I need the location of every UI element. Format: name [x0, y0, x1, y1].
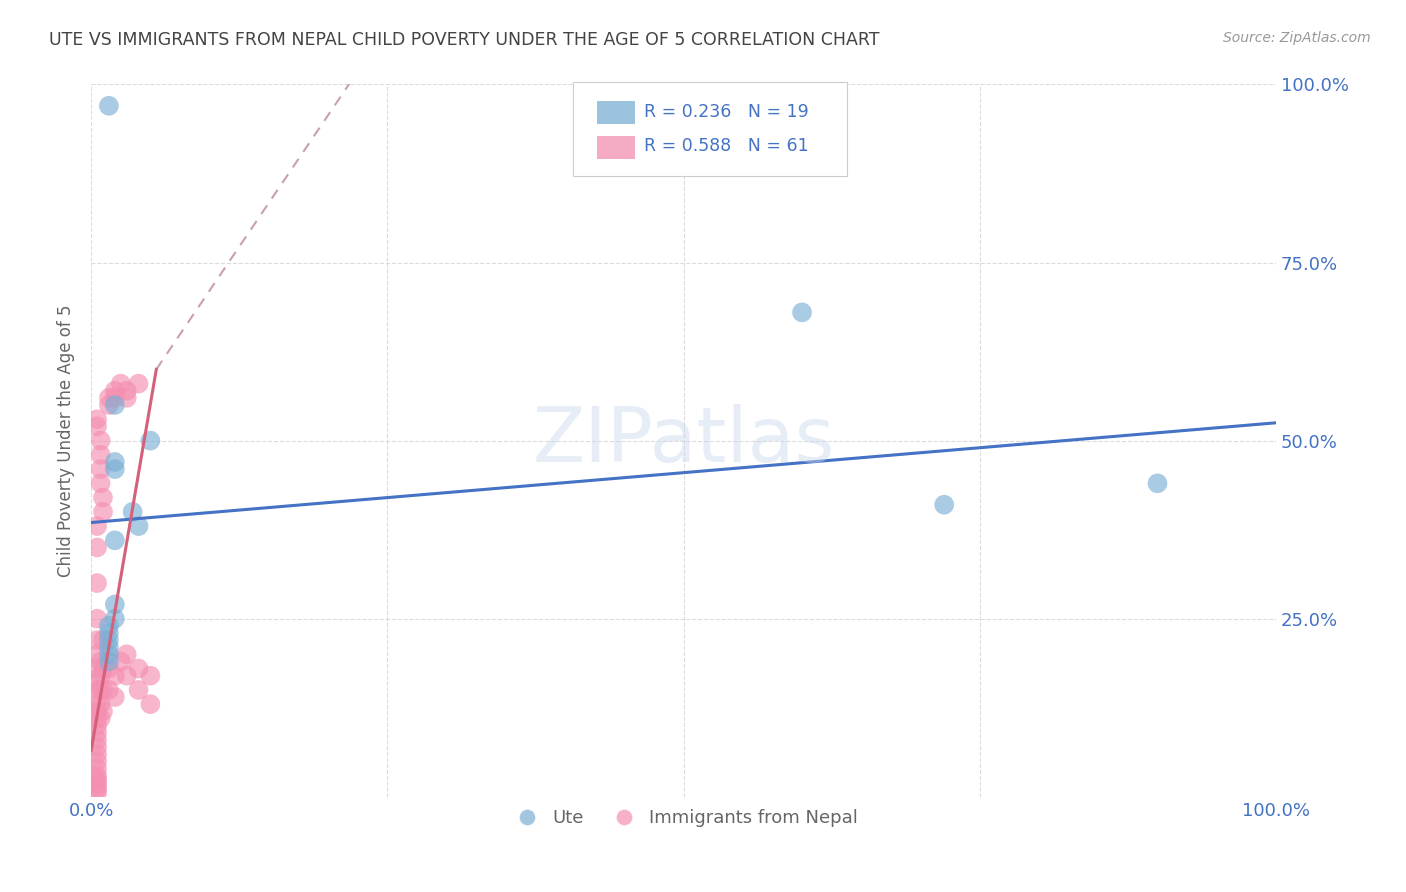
Y-axis label: Child Poverty Under the Age of 5: Child Poverty Under the Age of 5 [58, 304, 75, 577]
Point [86, 747, 108, 761]
Point [90, 476, 112, 491]
Point [86, 754, 108, 768]
Point [91, 633, 114, 648]
Point [790, 305, 813, 319]
Text: UTE VS IMMIGRANTS FROM NEPAL CHILD POVERTY UNDER THE AGE OF 5 CORRELATION CHART: UTE VS IMMIGRANTS FROM NEPAL CHILD POVER… [49, 31, 880, 49]
Point [110, 376, 132, 391]
Text: ZIPatlas: ZIPatlas [533, 403, 835, 477]
Point [104, 384, 127, 398]
Point [86, 718, 108, 732]
Point [91, 682, 114, 697]
Point [128, 682, 150, 697]
Point [104, 612, 127, 626]
Point [90, 448, 112, 462]
Point [128, 376, 150, 391]
Point [86, 697, 108, 711]
Point [86, 704, 108, 718]
Point [86, 662, 108, 676]
Point [139, 697, 162, 711]
Point [86, 739, 108, 754]
Point [86, 541, 108, 555]
Point [115, 668, 138, 682]
Point [115, 391, 138, 405]
FancyBboxPatch shape [574, 82, 846, 176]
Point [90, 655, 112, 669]
Point [90, 462, 112, 476]
Point [86, 775, 108, 789]
Point [121, 505, 143, 519]
Bar [598, 101, 636, 124]
Point [86, 682, 108, 697]
Text: Source: ZipAtlas.com: Source: ZipAtlas.com [1223, 31, 1371, 45]
Point [97, 626, 120, 640]
Point [104, 533, 127, 548]
Point [86, 782, 108, 797]
Point [128, 662, 150, 676]
Point [86, 612, 108, 626]
Point [97, 682, 120, 697]
Point [86, 772, 108, 786]
Point [86, 761, 108, 775]
Point [91, 491, 114, 505]
Point [97, 648, 120, 662]
Point [104, 462, 127, 476]
Point [97, 662, 120, 676]
Legend: Ute, Immigrants from Nepal: Ute, Immigrants from Nepal [502, 802, 865, 834]
Point [97, 619, 120, 633]
Text: R = 0.236   N = 19: R = 0.236 N = 19 [644, 103, 810, 121]
Point [86, 519, 108, 533]
Point [97, 391, 120, 405]
Bar [598, 136, 636, 160]
Point [90, 697, 112, 711]
Point [86, 786, 108, 800]
Point [104, 455, 127, 469]
Point [86, 768, 108, 782]
Point [86, 711, 108, 725]
Point [104, 690, 127, 704]
Point [104, 598, 127, 612]
Point [91, 505, 114, 519]
Point [90, 682, 112, 697]
Point [128, 519, 150, 533]
Point [86, 779, 108, 793]
Point [115, 384, 138, 398]
Point [934, 498, 956, 512]
Point [110, 655, 132, 669]
Point [97, 99, 120, 113]
Point [139, 668, 162, 682]
Point [86, 648, 108, 662]
Point [86, 419, 108, 434]
Point [91, 704, 114, 718]
Point [1146, 476, 1168, 491]
Point [97, 633, 120, 648]
Point [97, 655, 120, 669]
Point [86, 732, 108, 747]
Point [86, 675, 108, 690]
Point [86, 725, 108, 739]
Point [90, 711, 112, 725]
Point [104, 668, 127, 682]
Text: R = 0.588   N = 61: R = 0.588 N = 61 [644, 137, 808, 155]
Point [97, 640, 120, 655]
Point [86, 576, 108, 591]
Point [90, 668, 112, 682]
Point [91, 662, 114, 676]
Point [115, 648, 138, 662]
Point [86, 633, 108, 648]
Point [139, 434, 162, 448]
Point [90, 434, 112, 448]
Point [104, 391, 127, 405]
Point [86, 412, 108, 426]
Point [97, 398, 120, 412]
Point [104, 398, 127, 412]
